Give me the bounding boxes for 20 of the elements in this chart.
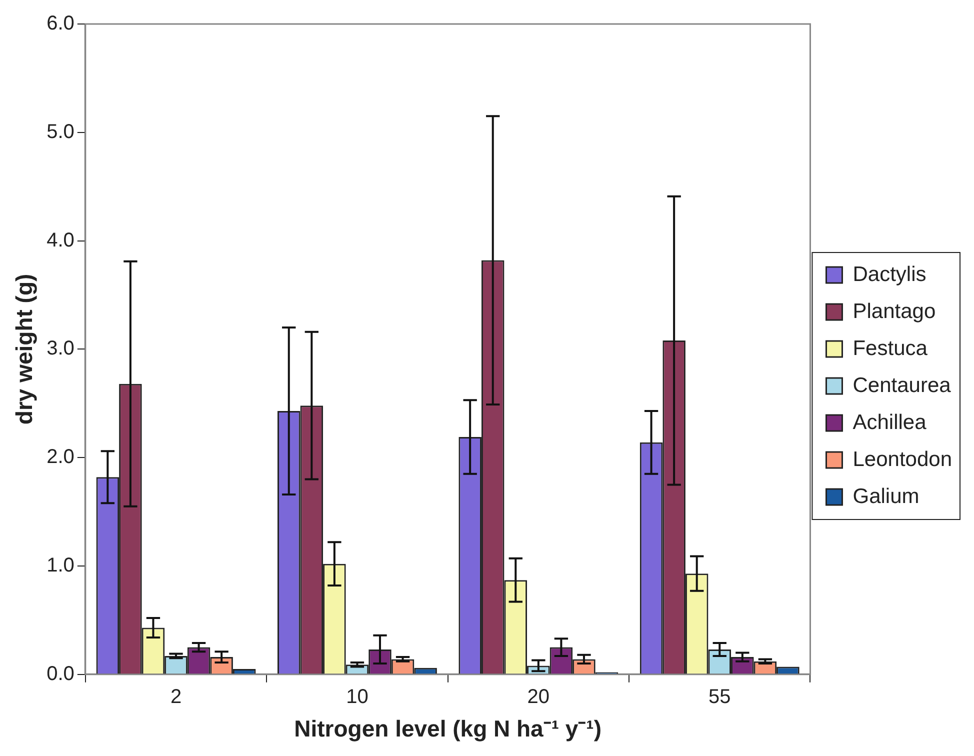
x-tick-label: 10 xyxy=(346,686,368,708)
y-tick-label: 6.0 xyxy=(46,12,74,35)
x-tick-label: 55 xyxy=(708,686,731,708)
x-tick-label: 20 xyxy=(527,686,550,708)
x-axis-title: Nitrogen level (kg N ha⁻¹ y⁻¹) xyxy=(294,716,602,742)
y-tick-label: 0.0 xyxy=(46,662,74,685)
y-tick-label: 2.0 xyxy=(46,446,74,468)
legend-label: Leontodon xyxy=(852,448,952,471)
y-tick-label: 3.0 xyxy=(46,338,74,360)
legend-label: Galium xyxy=(852,484,920,508)
y-tick-label: 4.0 xyxy=(46,229,74,252)
y-tick-label: 1.0 xyxy=(46,554,74,577)
legend-label: Achillea xyxy=(852,410,927,434)
y-axis-title: dry weight (g) xyxy=(11,274,38,425)
y-tick-label: 5.0 xyxy=(46,120,74,143)
legend-label: Dactylis xyxy=(852,262,926,286)
legend-label: Festuca xyxy=(852,336,928,360)
x-tick-label: 2 xyxy=(170,686,182,708)
legend-label: Centaurea xyxy=(852,374,952,397)
legend-label: Plantago xyxy=(852,300,936,323)
